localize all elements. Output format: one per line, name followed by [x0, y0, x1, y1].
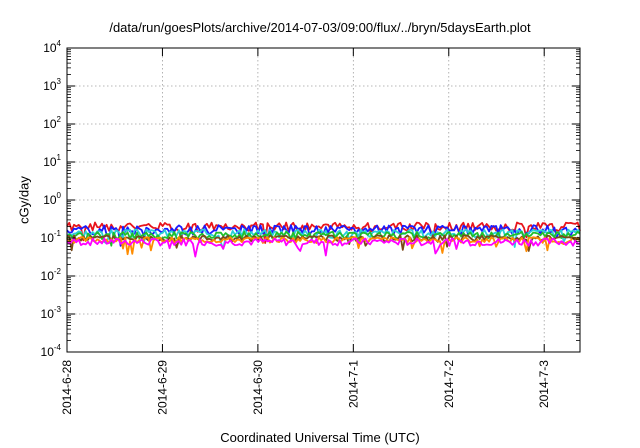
series-lines [66, 221, 581, 258]
y-tick-label: 101 [43, 153, 61, 169]
series-line [66, 221, 581, 244]
x-tick-label: 2014-7-1 [346, 360, 360, 408]
y-tick-label: 10-1 [41, 229, 62, 245]
y-tick-label: 10-3 [41, 305, 62, 321]
x-axis-label: Coordinated Universal Time (UTC) [220, 430, 420, 445]
x-tick-label: 2014-7-2 [442, 360, 456, 408]
y-tick-label: 100 [43, 191, 61, 207]
chart-title: /data/run/goesPlots/archive/2014-07-03/0… [109, 20, 531, 35]
y-tick-label: 10-4 [41, 343, 62, 359]
y-tick-label: 102 [43, 115, 61, 131]
x-tick-label: 2014-7-3 [537, 360, 551, 408]
y-tick-label: 103 [43, 77, 61, 93]
x-tick-label: 2014-6-28 [60, 360, 74, 415]
y-tick-label: 10-2 [41, 267, 62, 283]
x-tick-label: 2014-6-30 [251, 360, 265, 415]
series-line [66, 237, 580, 258]
x-tick-label: 2014-6-29 [155, 360, 169, 415]
y-tick-label: 104 [43, 39, 61, 55]
grid-lines [67, 48, 580, 352]
series-line [66, 236, 581, 256]
axis-ticks: 10-4 10-3 10-2 10-1 100 101 102 103 104 2014-6-28… [41, 39, 580, 415]
